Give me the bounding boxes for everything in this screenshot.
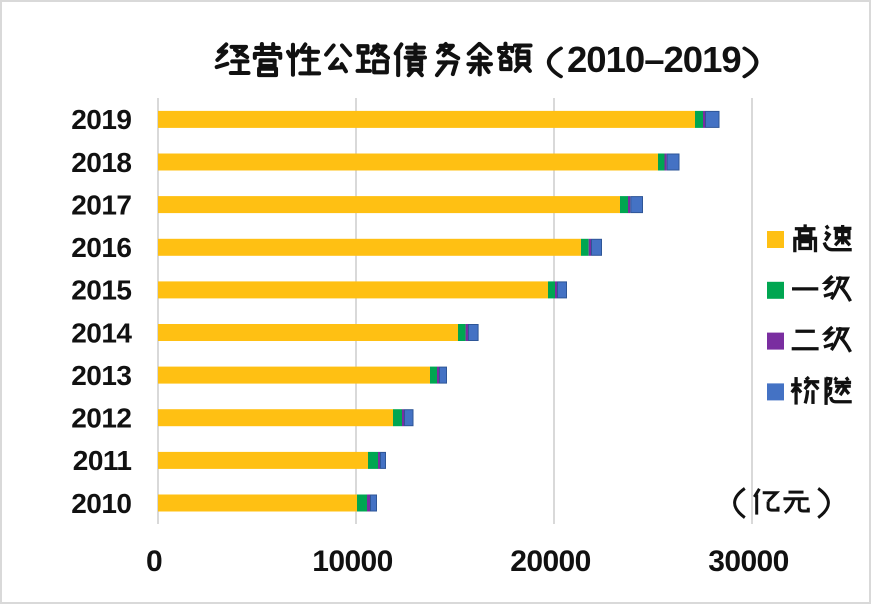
svg-text:10000: 10000 [312,545,392,578]
svg-text:2016: 2016 [71,232,131,263]
svg-text:2012: 2012 [71,403,131,434]
svg-text:2011: 2011 [73,445,132,476]
svg-text:2015: 2015 [71,275,131,306]
svg-text:2018: 2018 [71,147,131,178]
svg-text:0: 0 [146,545,162,578]
svg-text:2019: 2019 [71,104,131,135]
svg-text:2010: 2010 [71,488,131,519]
svg-text:2017: 2017 [71,189,131,220]
svg-text:2013: 2013 [71,360,131,391]
svg-text:2010–2019: 2010–2019 [567,39,741,80]
svg-text:2014: 2014 [71,317,132,348]
svg-text:20000: 20000 [510,545,590,578]
svg-text:30000: 30000 [708,545,788,578]
